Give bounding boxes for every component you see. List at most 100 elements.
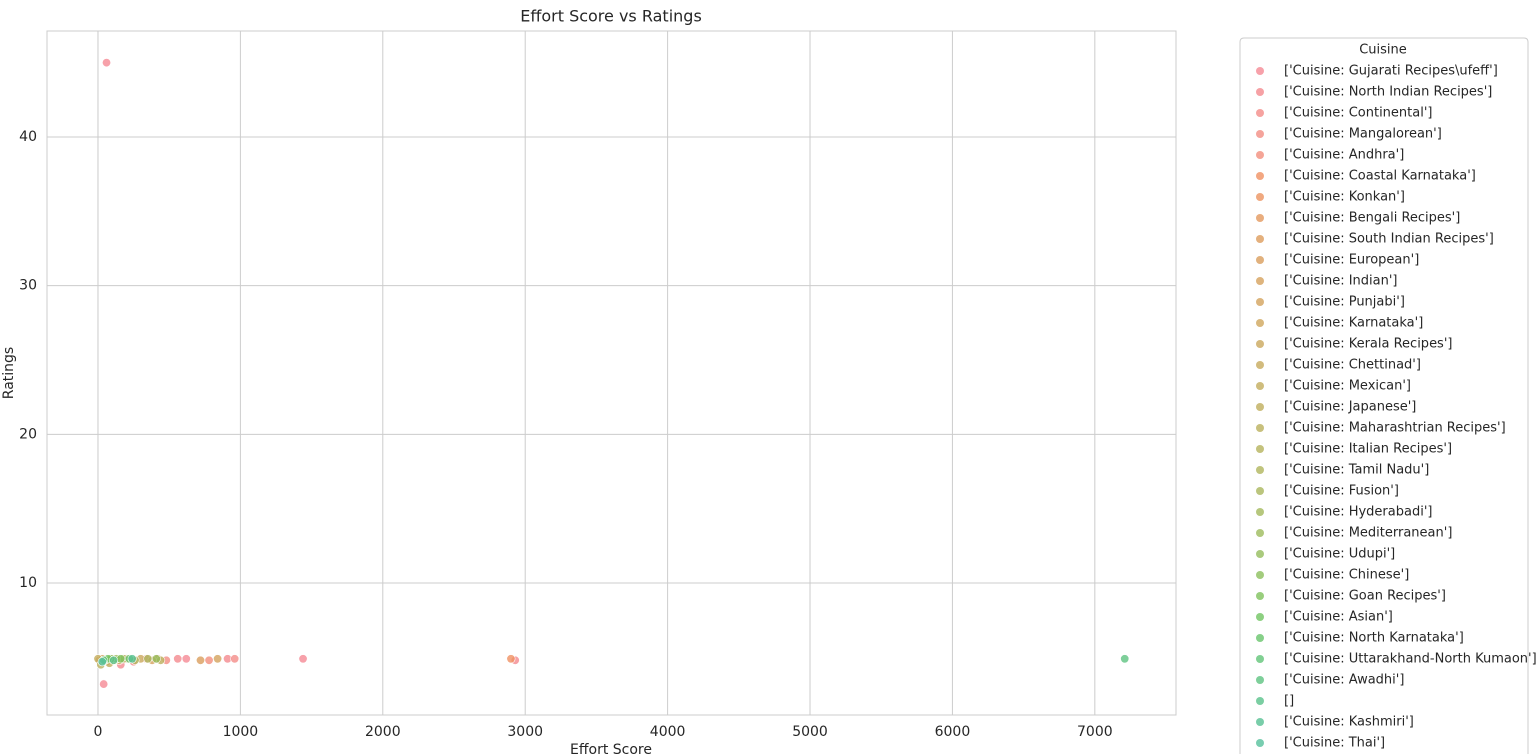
legend-marker xyxy=(1256,88,1264,96)
legend-marker xyxy=(1256,340,1264,348)
legend-marker xyxy=(1256,529,1264,537)
y-tick-label: 40 xyxy=(19,129,37,145)
chart-title: Effort Score vs Ratings xyxy=(520,7,702,26)
legend-marker xyxy=(1256,487,1264,495)
x-tick-label: 6000 xyxy=(935,724,971,740)
legend-label: ['Cuisine: Mexican'] xyxy=(1284,379,1411,394)
legend-title: Cuisine xyxy=(1359,43,1407,58)
legend-label: ['Cuisine: Hyderabadi'] xyxy=(1284,505,1432,520)
legend-marker xyxy=(1256,676,1264,684)
legend-marker xyxy=(1256,739,1264,747)
point xyxy=(506,654,516,664)
legend-label: ['Cuisine: Kashmiri'] xyxy=(1284,715,1414,730)
plot-frame xyxy=(46,30,1177,716)
legend-marker xyxy=(1256,235,1264,243)
legend-marker xyxy=(1256,193,1264,201)
legend-marker xyxy=(1256,214,1264,222)
x-tick-label: 5000 xyxy=(792,724,828,740)
legend-marker xyxy=(1256,613,1264,621)
point xyxy=(97,657,107,667)
legend-marker xyxy=(1256,67,1264,75)
legend-label: ['Cuisine: South Indian Recipes'] xyxy=(1284,232,1494,247)
legend-label: ['Cuisine: Asian'] xyxy=(1284,610,1393,625)
point xyxy=(1120,654,1130,664)
legend-label: ['Cuisine: Indian'] xyxy=(1284,274,1398,289)
point xyxy=(99,679,109,689)
point xyxy=(102,58,112,68)
legend-label: ['Cuisine: Uttarakhand-North Kumaon'] xyxy=(1284,652,1536,667)
x-tick-label: 2000 xyxy=(365,724,401,740)
legend-label: ['Cuisine: Konkan'] xyxy=(1284,190,1405,205)
legend-marker xyxy=(1256,151,1264,159)
y-axis-label: Ratings xyxy=(1,347,17,399)
legend-label: ['Cuisine: Gujarati Recipes\ufeff'] xyxy=(1284,64,1498,79)
legend-marker xyxy=(1256,109,1264,117)
legend-marker xyxy=(1256,634,1264,642)
legend-label: ['Cuisine: Punjabi'] xyxy=(1284,295,1405,310)
legend-label: ['Cuisine: Thai'] xyxy=(1284,736,1385,751)
legend-label: ['Cuisine: Tamil Nadu'] xyxy=(1284,463,1429,478)
legend-label: ['Cuisine: Awadhi'] xyxy=(1284,673,1404,688)
legend-label: ['Cuisine: Mediterranean'] xyxy=(1284,526,1452,541)
legend-marker xyxy=(1256,466,1264,474)
x-tick-label: 0 xyxy=(94,724,103,740)
legend-label: ['Cuisine: North Indian Recipes'] xyxy=(1284,85,1492,100)
y-tick-label: 10 xyxy=(19,575,37,591)
legend-marker xyxy=(1256,424,1264,432)
legend-label: ['Cuisine: European'] xyxy=(1284,253,1419,268)
legend-marker xyxy=(1256,403,1264,411)
legend-marker xyxy=(1256,298,1264,306)
point xyxy=(109,655,119,665)
legend-label: ['Cuisine: Karnataka'] xyxy=(1284,316,1423,331)
legend-label: ['Cuisine: Goan Recipes'] xyxy=(1284,589,1446,604)
legend-label: ['Cuisine: Continental'] xyxy=(1284,106,1432,121)
legend-marker xyxy=(1256,130,1264,138)
point xyxy=(213,654,223,664)
legend-label: ['Cuisine: Udupi'] xyxy=(1284,547,1395,562)
legend-label: ['Cuisine: Fusion'] xyxy=(1284,484,1399,499)
legend-label: ['Cuisine: Andhra'] xyxy=(1284,148,1404,163)
x-tick-label: 3000 xyxy=(507,724,543,740)
x-tick-label: 1000 xyxy=(223,724,259,740)
legend-label: ['Cuisine: Maharashtrian Recipes'] xyxy=(1284,421,1506,436)
legend-frame xyxy=(1239,37,1529,754)
legend-label: ['Cuisine: Chettinad'] xyxy=(1284,358,1421,373)
legend-marker xyxy=(1256,382,1264,390)
legend-marker xyxy=(1256,319,1264,327)
legend-label: ['Cuisine: Italian Recipes'] xyxy=(1284,442,1452,457)
x-axis-label: Effort Score xyxy=(570,742,652,754)
legend-marker xyxy=(1256,550,1264,558)
legend-marker xyxy=(1256,256,1264,264)
legend-label: ['Cuisine: North Karnataka'] xyxy=(1284,631,1464,646)
legend-label: ['Cuisine: Japanese'] xyxy=(1284,400,1416,415)
legend-label: ['Cuisine: Chinese'] xyxy=(1284,568,1409,583)
point xyxy=(127,654,137,664)
legend-marker xyxy=(1256,655,1264,663)
point xyxy=(204,655,214,665)
x-tick-label: 4000 xyxy=(650,724,686,740)
x-tick-label: 7000 xyxy=(1077,724,1113,740)
legend-label: [] xyxy=(1284,694,1294,709)
legend-marker xyxy=(1256,172,1264,180)
point xyxy=(298,654,308,664)
point xyxy=(196,655,206,665)
legend-marker xyxy=(1256,718,1264,726)
legend-label: ['Cuisine: Bengali Recipes'] xyxy=(1284,211,1460,226)
legend-marker xyxy=(1256,697,1264,705)
point xyxy=(173,654,183,664)
point xyxy=(151,654,161,664)
legend-marker xyxy=(1256,445,1264,453)
legend-label: ['Cuisine: Kerala Recipes'] xyxy=(1284,337,1452,352)
legend-label: ['Cuisine: Coastal Karnataka'] xyxy=(1284,169,1476,184)
legend-marker xyxy=(1256,361,1264,369)
legend-marker xyxy=(1256,277,1264,285)
legend-label: ['Cuisine: Mangalorean'] xyxy=(1284,127,1442,142)
point xyxy=(143,654,153,664)
point xyxy=(181,654,191,664)
legend-marker xyxy=(1256,592,1264,600)
legend-marker xyxy=(1256,571,1264,579)
legend-marker xyxy=(1256,508,1264,516)
y-tick-label: 20 xyxy=(19,426,37,442)
point xyxy=(230,654,240,664)
